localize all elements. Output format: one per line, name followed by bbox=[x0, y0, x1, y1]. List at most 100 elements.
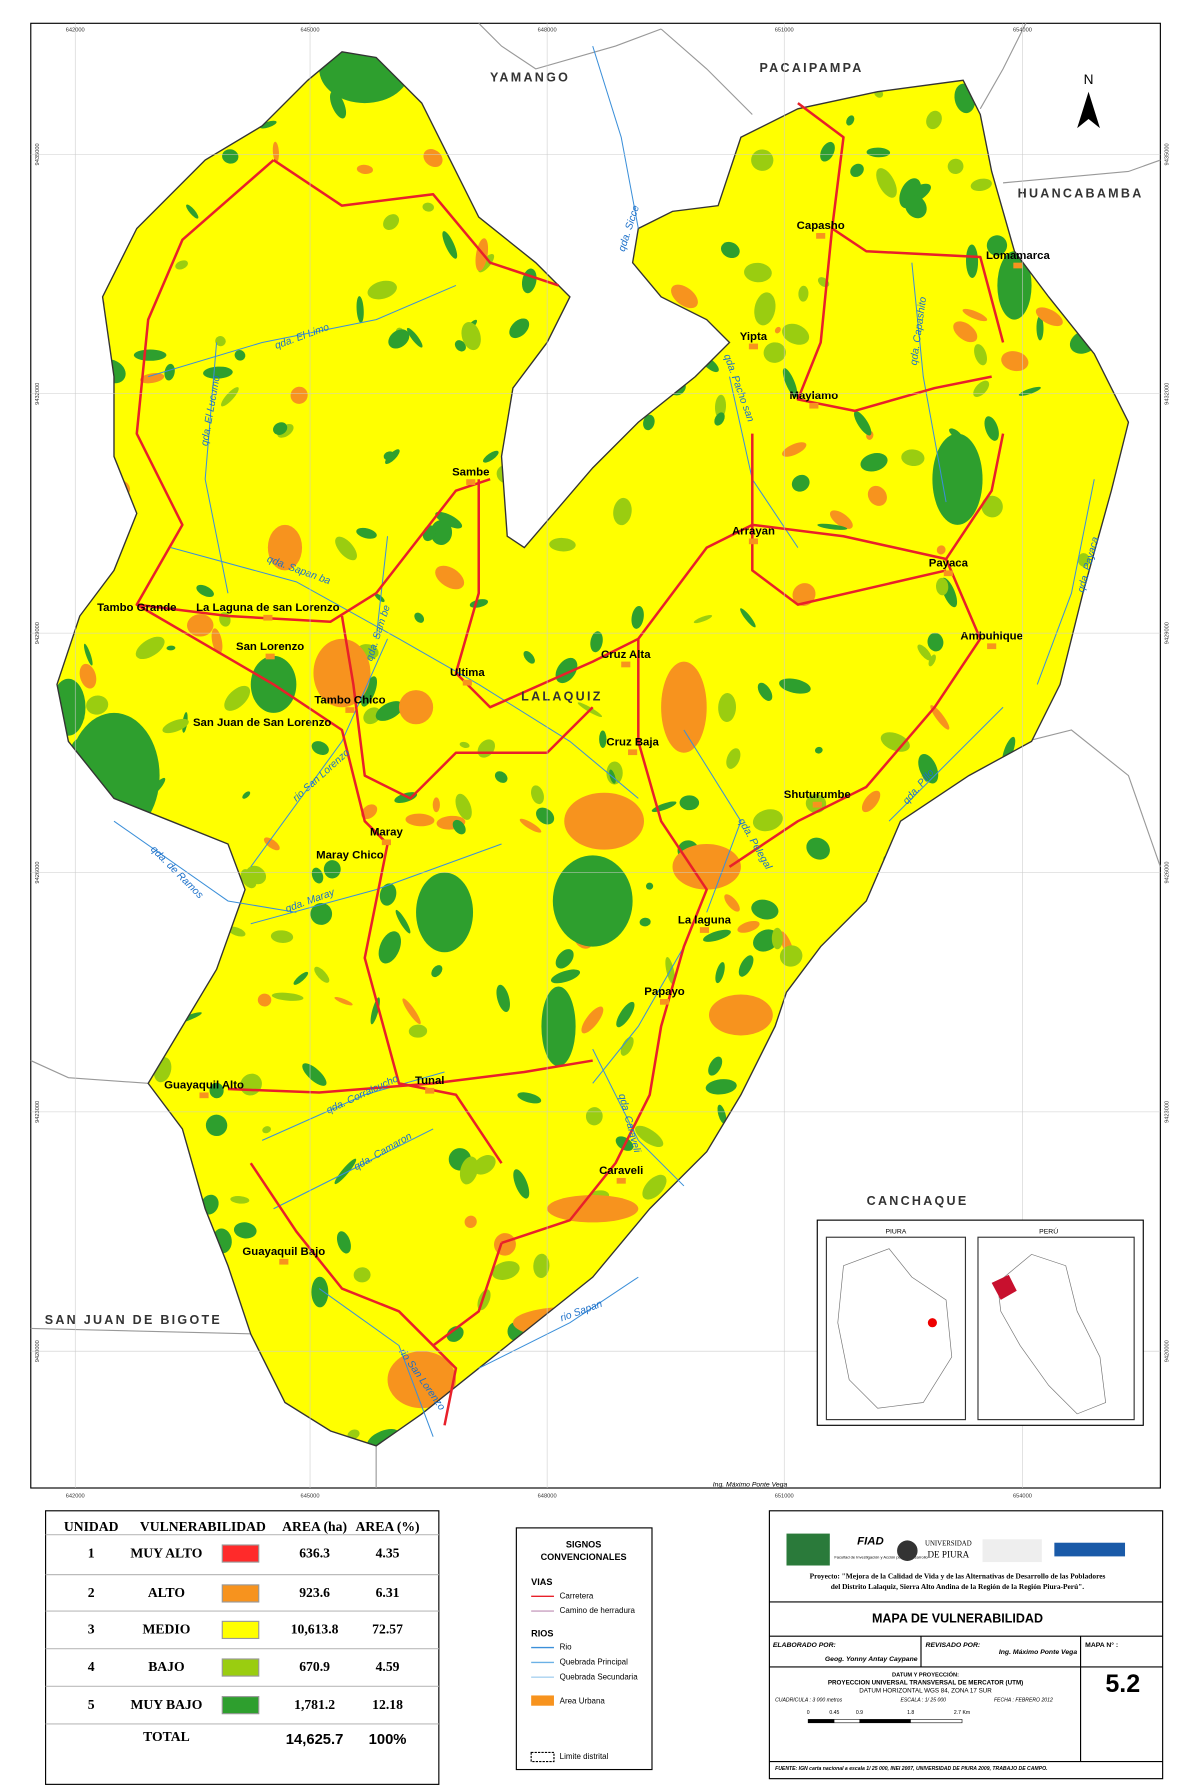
y-tick-label: 9420000 bbox=[1165, 1340, 1171, 1362]
patch bbox=[406, 327, 423, 348]
label: ELABORADO POR: bbox=[773, 1642, 836, 1649]
patch bbox=[715, 962, 725, 984]
datum: PROYECCION UNIVERSAL TRANSVERSAL DE MERC… bbox=[828, 1680, 1023, 1687]
patch bbox=[1036, 315, 1044, 341]
urban-area bbox=[816, 233, 826, 239]
patch bbox=[555, 949, 574, 969]
legend-table: UNIDAD VULNERABILIDAD AREA (ha) AREA (%) 1 MU… bbox=[45, 1510, 440, 1785]
logo-text: FIAD bbox=[857, 1536, 884, 1548]
patch bbox=[927, 632, 944, 652]
patch bbox=[246, 865, 267, 885]
town-label: Sambe bbox=[452, 466, 489, 478]
neighbor-label: SAN JUAN DE BIGOTE bbox=[45, 1313, 222, 1327]
road bbox=[501, 638, 708, 1245]
vulnerability-cell: MEDIO bbox=[143, 1622, 191, 1637]
patch bbox=[792, 583, 816, 606]
urban-area bbox=[381, 839, 391, 846]
patch bbox=[263, 837, 280, 851]
patch bbox=[901, 449, 925, 467]
total-label: TOTAL bbox=[143, 1729, 190, 1744]
patch bbox=[917, 644, 932, 661]
patch bbox=[272, 141, 279, 162]
patch bbox=[311, 867, 324, 884]
patch bbox=[164, 363, 175, 381]
urban-area bbox=[199, 1092, 209, 1099]
road bbox=[728, 558, 982, 868]
date-note: FECHA : FEBRERO 2012 bbox=[994, 1697, 1053, 1703]
urban-area bbox=[628, 749, 638, 756]
patch bbox=[430, 519, 453, 545]
patch bbox=[394, 792, 418, 803]
town-label: Caraveli bbox=[599, 1165, 643, 1177]
x-tick-label: 642000 bbox=[66, 1493, 85, 1499]
pct-cell: 72.57 bbox=[372, 1622, 403, 1637]
stream-line bbox=[250, 638, 389, 868]
patch bbox=[513, 1169, 530, 1199]
town-label: Shuturumbe bbox=[784, 789, 851, 801]
patch bbox=[779, 945, 803, 967]
stream-line bbox=[273, 1128, 434, 1210]
scale-note: ESCALA : 1/ 25 000 bbox=[900, 1697, 946, 1703]
patch bbox=[494, 771, 508, 783]
patch bbox=[718, 693, 737, 722]
area-cell: 1,781.2 bbox=[294, 1697, 335, 1712]
swatch bbox=[221, 1584, 260, 1603]
piura-highlight bbox=[991, 1274, 1017, 1300]
patch bbox=[374, 593, 385, 603]
district-boundary bbox=[56, 51, 1130, 1447]
town-label: Papayo bbox=[644, 986, 685, 998]
pct-cell: 4.59 bbox=[376, 1659, 400, 1674]
patch bbox=[926, 110, 942, 130]
patch bbox=[861, 790, 881, 813]
patch bbox=[549, 537, 576, 552]
inset-label: PERÚ bbox=[1039, 1226, 1058, 1235]
credit: Ing. Máximo Ponte Vega bbox=[713, 1481, 788, 1488]
streams bbox=[113, 45, 1095, 1437]
patch bbox=[744, 262, 772, 283]
patch bbox=[880, 732, 910, 752]
patch bbox=[222, 149, 239, 164]
town-label: San Lorenzo bbox=[236, 641, 304, 653]
town-label: San Juan de San Lorenzo bbox=[193, 717, 331, 729]
value: Ing. Máximo Ponte Vega bbox=[999, 1649, 1077, 1656]
stream-line bbox=[1036, 479, 1095, 685]
logo-text: UNIVERSIDAD bbox=[925, 1540, 972, 1547]
road bbox=[249, 1162, 458, 1426]
swatch bbox=[221, 1658, 260, 1677]
road bbox=[797, 102, 1005, 343]
patch bbox=[402, 998, 421, 1025]
patch bbox=[454, 340, 466, 352]
patch bbox=[738, 955, 754, 977]
signs-legend: SIGNOS CONVENCIONALES VIAS Carretera Camino … bbox=[515, 1527, 653, 1771]
road bbox=[432, 1242, 503, 1347]
town-label: La laguna bbox=[678, 914, 732, 926]
town-label: Cruz Alta bbox=[601, 649, 651, 661]
patch bbox=[86, 695, 109, 715]
project-text: Proyecto: "Mejora de la Calidad de Vida … bbox=[810, 1572, 1106, 1581]
inset-label: PIURA bbox=[885, 1228, 906, 1235]
patch bbox=[360, 676, 378, 707]
patch bbox=[220, 387, 239, 407]
patch bbox=[335, 536, 357, 561]
table-header: VULNERABILIDAD bbox=[140, 1519, 266, 1534]
patch bbox=[974, 344, 988, 366]
source: FUENTE: IGN carta nacional a escala 1/ 2… bbox=[775, 1766, 1047, 1772]
swatch bbox=[221, 1696, 260, 1715]
patch bbox=[817, 523, 848, 530]
patch bbox=[432, 797, 440, 813]
y-tick-label: 9423000 bbox=[1165, 1101, 1171, 1123]
town-label: Ambuhique bbox=[960, 631, 1023, 643]
x-tick-label: 648000 bbox=[538, 1493, 557, 1499]
patch bbox=[541, 986, 576, 1067]
town-label: Maray Chico bbox=[316, 849, 384, 861]
y-tick-label: 9432000 bbox=[1165, 383, 1171, 405]
patch bbox=[311, 741, 329, 755]
stream-line bbox=[204, 342, 229, 594]
patch bbox=[552, 855, 633, 947]
patch bbox=[866, 147, 891, 158]
patch bbox=[459, 1156, 479, 1185]
patch bbox=[720, 241, 740, 259]
patch bbox=[509, 318, 530, 339]
patch bbox=[473, 1155, 496, 1175]
patch bbox=[693, 614, 713, 624]
